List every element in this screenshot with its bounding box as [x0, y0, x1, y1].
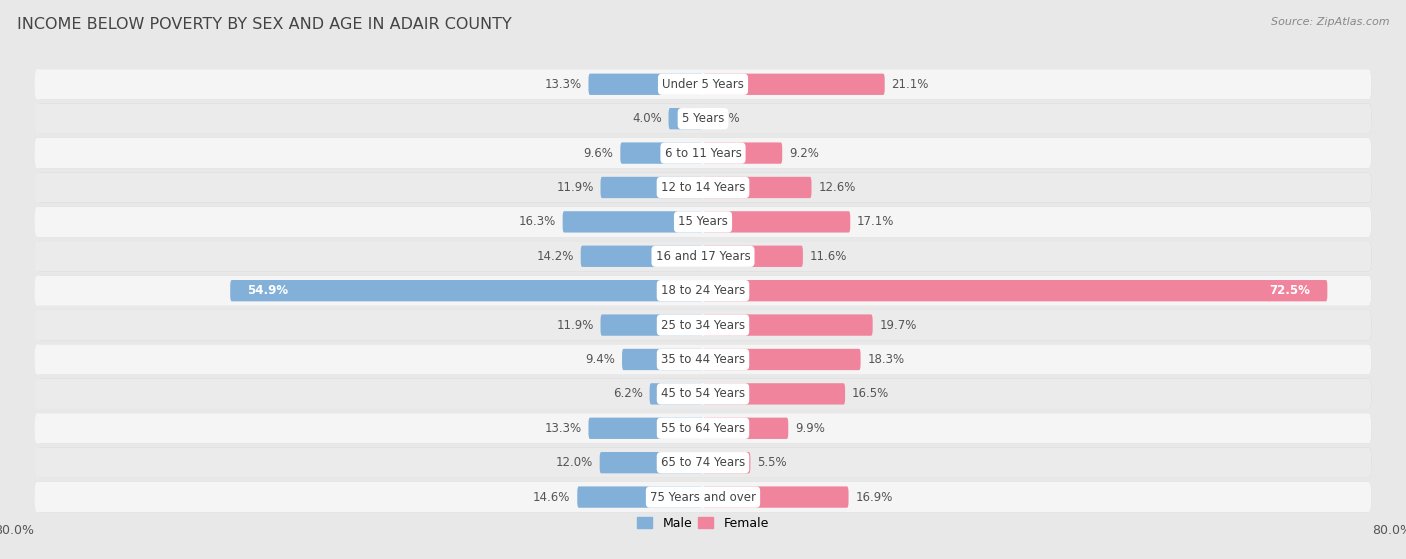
- FancyBboxPatch shape: [703, 486, 849, 508]
- FancyBboxPatch shape: [38, 138, 1371, 168]
- FancyBboxPatch shape: [38, 172, 1371, 202]
- FancyBboxPatch shape: [703, 280, 1327, 301]
- Text: 9.9%: 9.9%: [796, 422, 825, 435]
- FancyBboxPatch shape: [38, 207, 1371, 237]
- Legend: Male, Female: Male, Female: [633, 512, 773, 535]
- FancyBboxPatch shape: [35, 310, 1371, 340]
- Text: 54.9%: 54.9%: [247, 284, 288, 297]
- Text: 14.2%: 14.2%: [537, 250, 574, 263]
- FancyBboxPatch shape: [703, 349, 860, 370]
- Text: 11.9%: 11.9%: [557, 181, 593, 194]
- Text: Source: ZipAtlas.com: Source: ZipAtlas.com: [1271, 17, 1389, 27]
- FancyBboxPatch shape: [621, 349, 703, 370]
- FancyBboxPatch shape: [35, 344, 1371, 375]
- FancyBboxPatch shape: [703, 211, 851, 233]
- FancyBboxPatch shape: [35, 482, 1371, 512]
- Text: INCOME BELOW POVERTY BY SEX AND AGE IN ADAIR COUNTY: INCOME BELOW POVERTY BY SEX AND AGE IN A…: [17, 17, 512, 32]
- FancyBboxPatch shape: [703, 452, 751, 473]
- FancyBboxPatch shape: [600, 177, 703, 198]
- FancyBboxPatch shape: [38, 344, 1371, 375]
- Text: 45 to 54 Years: 45 to 54 Years: [661, 387, 745, 400]
- Text: 25 to 34 Years: 25 to 34 Years: [661, 319, 745, 331]
- Text: 17.1%: 17.1%: [858, 215, 894, 229]
- FancyBboxPatch shape: [562, 211, 703, 233]
- FancyBboxPatch shape: [703, 314, 873, 336]
- FancyBboxPatch shape: [703, 383, 845, 405]
- FancyBboxPatch shape: [581, 245, 703, 267]
- FancyBboxPatch shape: [35, 413, 1371, 443]
- FancyBboxPatch shape: [703, 418, 789, 439]
- FancyBboxPatch shape: [578, 486, 703, 508]
- Text: 16.3%: 16.3%: [519, 215, 555, 229]
- Text: 0.0%: 0.0%: [710, 112, 740, 125]
- FancyBboxPatch shape: [35, 276, 1371, 306]
- Text: 16.9%: 16.9%: [855, 491, 893, 504]
- FancyBboxPatch shape: [38, 482, 1371, 512]
- Text: 5.5%: 5.5%: [758, 456, 787, 469]
- FancyBboxPatch shape: [35, 379, 1371, 409]
- Text: 13.3%: 13.3%: [544, 78, 582, 91]
- Text: 6 to 11 Years: 6 to 11 Years: [665, 146, 741, 159]
- Text: 65 to 74 Years: 65 to 74 Years: [661, 456, 745, 469]
- FancyBboxPatch shape: [35, 207, 1371, 237]
- Text: 16 and 17 Years: 16 and 17 Years: [655, 250, 751, 263]
- FancyBboxPatch shape: [35, 172, 1371, 202]
- FancyBboxPatch shape: [38, 103, 1371, 134]
- Text: 6.2%: 6.2%: [613, 387, 643, 400]
- Text: 12.6%: 12.6%: [818, 181, 856, 194]
- FancyBboxPatch shape: [35, 448, 1371, 478]
- FancyBboxPatch shape: [38, 276, 1371, 306]
- FancyBboxPatch shape: [589, 74, 703, 95]
- Text: 13.3%: 13.3%: [544, 422, 582, 435]
- Text: 9.6%: 9.6%: [583, 146, 613, 159]
- Text: 55 to 64 Years: 55 to 64 Years: [661, 422, 745, 435]
- Text: 12 to 14 Years: 12 to 14 Years: [661, 181, 745, 194]
- Text: 11.9%: 11.9%: [557, 319, 593, 331]
- Text: 16.5%: 16.5%: [852, 387, 889, 400]
- Text: 18 to 24 Years: 18 to 24 Years: [661, 284, 745, 297]
- FancyBboxPatch shape: [703, 245, 803, 267]
- Text: 72.5%: 72.5%: [1270, 284, 1310, 297]
- FancyBboxPatch shape: [703, 74, 884, 95]
- Text: 14.6%: 14.6%: [533, 491, 571, 504]
- Text: 11.6%: 11.6%: [810, 250, 848, 263]
- FancyBboxPatch shape: [35, 69, 1371, 100]
- FancyBboxPatch shape: [38, 69, 1371, 100]
- FancyBboxPatch shape: [620, 143, 703, 164]
- FancyBboxPatch shape: [38, 310, 1371, 340]
- FancyBboxPatch shape: [38, 448, 1371, 478]
- Text: 19.7%: 19.7%: [880, 319, 917, 331]
- FancyBboxPatch shape: [35, 138, 1371, 168]
- Text: 35 to 44 Years: 35 to 44 Years: [661, 353, 745, 366]
- FancyBboxPatch shape: [35, 241, 1371, 272]
- FancyBboxPatch shape: [231, 280, 703, 301]
- Text: 21.1%: 21.1%: [891, 78, 929, 91]
- Text: 12.0%: 12.0%: [555, 456, 593, 469]
- FancyBboxPatch shape: [38, 413, 1371, 443]
- FancyBboxPatch shape: [38, 241, 1371, 272]
- FancyBboxPatch shape: [35, 103, 1371, 134]
- Text: Under 5 Years: Under 5 Years: [662, 78, 744, 91]
- FancyBboxPatch shape: [599, 452, 703, 473]
- Text: 15 Years: 15 Years: [678, 215, 728, 229]
- Text: 5 Years: 5 Years: [682, 112, 724, 125]
- FancyBboxPatch shape: [703, 143, 782, 164]
- FancyBboxPatch shape: [38, 379, 1371, 409]
- Text: 18.3%: 18.3%: [868, 353, 904, 366]
- FancyBboxPatch shape: [650, 383, 703, 405]
- FancyBboxPatch shape: [703, 177, 811, 198]
- Text: 9.4%: 9.4%: [585, 353, 616, 366]
- FancyBboxPatch shape: [600, 314, 703, 336]
- FancyBboxPatch shape: [669, 108, 703, 129]
- Text: 75 Years and over: 75 Years and over: [650, 491, 756, 504]
- FancyBboxPatch shape: [589, 418, 703, 439]
- Text: 9.2%: 9.2%: [789, 146, 818, 159]
- Text: 4.0%: 4.0%: [631, 112, 662, 125]
